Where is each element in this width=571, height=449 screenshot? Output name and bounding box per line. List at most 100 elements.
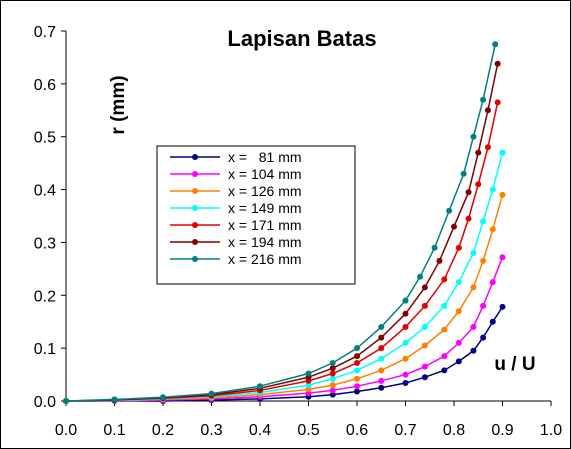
- x-tick-label: 0.7: [394, 422, 416, 439]
- data-point: [470, 133, 477, 140]
- x-tick-label: 1.0: [540, 422, 562, 439]
- data-point: [489, 186, 496, 193]
- data-point: [436, 257, 443, 264]
- x-tick-label: 0.3: [200, 422, 222, 439]
- data-point: [402, 297, 409, 304]
- legend-item: x = 104 mm: [170, 166, 302, 182]
- data-point: [492, 41, 499, 48]
- x-tick-label: 0.2: [152, 422, 174, 439]
- legend-swatch-marker: [192, 171, 198, 177]
- data-point: [480, 96, 487, 103]
- data-point: [475, 149, 482, 156]
- data-point: [451, 223, 457, 230]
- data-point: [421, 374, 428, 381]
- data-point: [354, 359, 360, 366]
- data-point: [489, 318, 496, 325]
- legend-swatch-marker: [192, 154, 198, 160]
- y-tick-label: 0.0: [34, 394, 56, 411]
- data-point: [455, 339, 462, 346]
- legend: x = 81 mmx = 104 mmx = 126 mmx = 149 mm x…: [156, 145, 356, 285]
- data-point: [480, 334, 487, 341]
- y-tick-label: 0.5: [34, 130, 56, 147]
- data-point: [421, 302, 428, 309]
- data-point: [354, 367, 360, 374]
- y-tick-label: 0.2: [34, 288, 56, 305]
- data-point: [63, 398, 69, 404]
- data-point: [354, 353, 360, 360]
- chart-title: Lapisan Batas: [227, 26, 376, 51]
- data-point: [305, 370, 312, 377]
- data-point: [470, 284, 477, 291]
- data-point: [329, 375, 336, 382]
- data-point: [421, 324, 428, 330]
- data-point: [329, 359, 336, 366]
- data-point: [417, 273, 424, 280]
- y-ticks: 0.0 0.1 0.2 0.3 0.4 0.5 0.6 0.7: [34, 24, 66, 411]
- data-point: [402, 371, 409, 378]
- data-point: [446, 207, 453, 214]
- legend-swatch-marker: [192, 205, 198, 211]
- data-point: [208, 390, 215, 397]
- data-point: [305, 382, 312, 389]
- legend-label: x = 149 mm: [228, 200, 302, 216]
- data-point: [480, 302, 487, 309]
- legend-swatch-marker: [192, 222, 198, 228]
- data-point: [402, 310, 409, 317]
- x-tick-label: 0.8: [443, 422, 465, 439]
- data-point: [499, 149, 506, 156]
- data-point: [305, 386, 312, 393]
- data-point: [441, 367, 448, 374]
- data-point: [470, 250, 477, 256]
- data-point: [465, 215, 472, 222]
- legend-item: x = 126 mm: [170, 183, 302, 199]
- data-point: [329, 391, 336, 398]
- data-point: [354, 383, 360, 390]
- data-point: [378, 355, 385, 362]
- data-point: [421, 342, 428, 349]
- data-point: [378, 334, 385, 341]
- data-point: [499, 191, 506, 198]
- data-point: [402, 324, 409, 330]
- legend-items: x = 81 mmx = 104 mmx = 126 mmx = 149 mm x…: [170, 149, 302, 267]
- data-point: [484, 107, 491, 114]
- legend-item: x = 149 mm: [170, 200, 302, 216]
- data-point: [354, 388, 360, 395]
- data-point: [329, 382, 336, 389]
- data-point: [441, 326, 448, 333]
- data-point: [470, 324, 477, 330]
- data-point: [257, 383, 263, 390]
- data-point: [494, 60, 501, 67]
- y-tick-label: 0.3: [34, 235, 56, 252]
- data-point: [421, 284, 428, 291]
- x-ticks: 0.0 0.1 0.2 0.3 0.4 0.5 0.6 0.7 0.8 0.9 1.0: [55, 401, 562, 439]
- data-point: [402, 380, 409, 387]
- data-point: [329, 370, 336, 377]
- data-point: [111, 396, 118, 403]
- data-point: [494, 99, 501, 106]
- data-point: [465, 189, 472, 196]
- y-tick-label: 0.4: [34, 183, 56, 200]
- data-point: [441, 276, 448, 283]
- x-tick-label: 0.5: [297, 422, 319, 439]
- data-point: [378, 384, 385, 391]
- x-tick-label: 0.6: [346, 422, 368, 439]
- data-point: [480, 257, 487, 264]
- x-tick-label: 0.1: [103, 422, 125, 439]
- legend-swatch-marker: [192, 188, 198, 194]
- data-point: [460, 170, 467, 177]
- legend-label: x = 216 mm: [228, 251, 302, 267]
- data-point: [431, 244, 438, 251]
- x-tick-label: 0.9: [491, 422, 513, 439]
- data-point: [441, 353, 448, 360]
- data-point: [441, 302, 448, 309]
- data-point: [402, 355, 409, 362]
- legend-swatch-marker: [192, 256, 198, 262]
- data-point: [378, 367, 385, 374]
- legend-item: x = 194 mm: [170, 234, 302, 250]
- data-point: [455, 358, 462, 365]
- data-point: [402, 339, 409, 346]
- legend-label: x = 104 mm: [228, 166, 302, 182]
- legend-label: x = 81 mm: [228, 149, 302, 165]
- x-tick-label: 0.0: [55, 422, 77, 439]
